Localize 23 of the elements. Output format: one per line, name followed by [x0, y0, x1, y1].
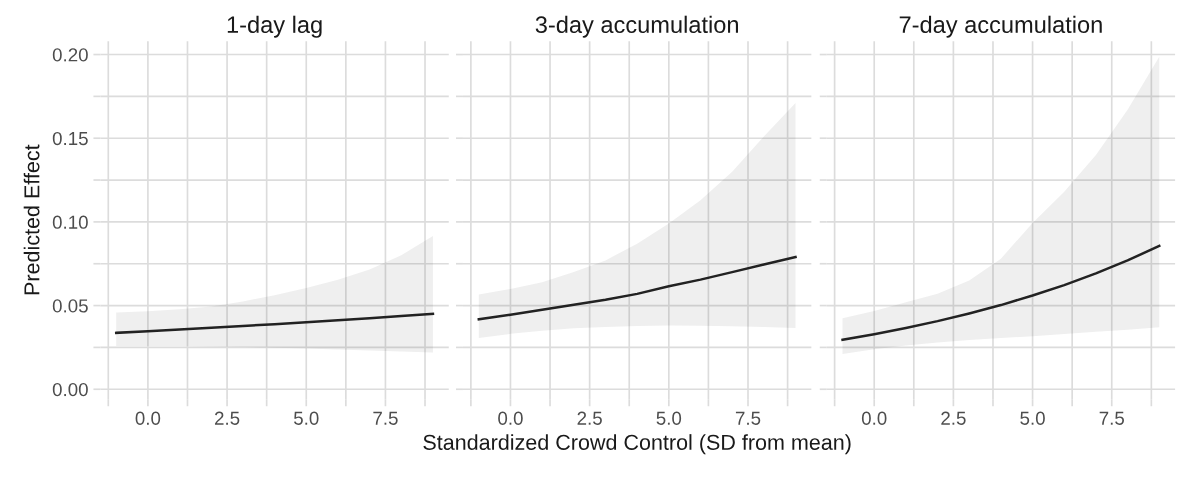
x-axis-title: Standardized Crowd Control (SD from mean)	[423, 434, 851, 455]
x-tick-label: 0.0	[498, 411, 523, 425]
chart-title: 7-day accumulation	[899, 15, 1102, 38]
y-tick-label: 0.00	[52, 382, 88, 397]
y-tick-label: 0.10	[52, 215, 88, 229]
x-tick-label: 5.0	[293, 411, 319, 425]
line-series	[114, 312, 435, 335]
x-tick-label: 5.0	[1020, 411, 1045, 425]
x-tick-label: 0.0	[135, 411, 161, 425]
x-tick-label: 5.0	[656, 411, 682, 425]
x-tick-label: 2.5	[941, 411, 966, 425]
y-axis-title: Predicted Effect	[23, 144, 40, 295]
y-tick-label: 0.15	[52, 131, 88, 146]
x-tick-label: 7.5	[1099, 411, 1124, 425]
chart-title: 3-day accumulation	[535, 15, 738, 38]
chart-title: 1-day lag	[227, 15, 322, 38]
x-tick-label: 0.0	[861, 411, 887, 425]
x-tick-label: 7.5	[373, 411, 398, 425]
x-tick-label: 7.5	[735, 411, 761, 425]
x-tick-label: 2.5	[214, 411, 240, 425]
x-tick-label: 2.5	[577, 411, 602, 425]
y-tick-label: 0.20	[52, 48, 88, 62]
y-tick-label: 0.05	[52, 299, 88, 313]
